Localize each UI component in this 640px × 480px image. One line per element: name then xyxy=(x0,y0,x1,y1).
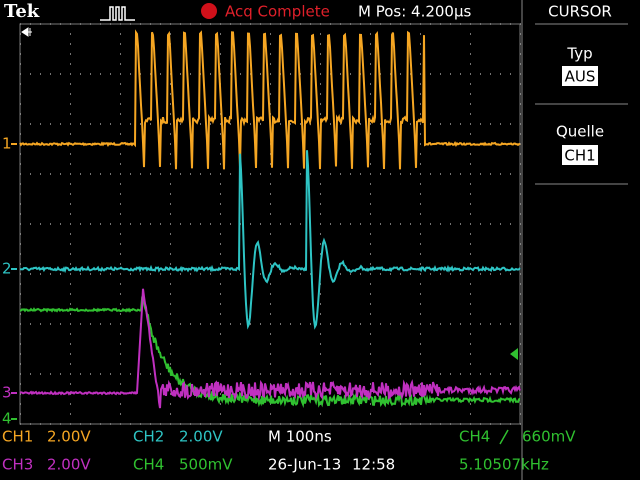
graticule xyxy=(20,23,521,425)
grid-dots xyxy=(20,23,521,425)
frequency: 5.10507kHz xyxy=(459,456,549,474)
channel-marker: 4 xyxy=(2,410,12,428)
channel-scale: 2.00V xyxy=(47,428,91,446)
brand: Tek xyxy=(4,1,40,22)
trigger-source: CH4 xyxy=(459,428,490,446)
trigger-level-marker xyxy=(510,348,518,360)
channel-name: CH4 xyxy=(133,456,164,474)
timebase: M 100ns xyxy=(268,428,332,446)
menu-label: Typ xyxy=(566,45,592,63)
menu-title: CURSOR xyxy=(548,3,612,21)
waveform xyxy=(19,150,521,330)
waveforms xyxy=(19,29,521,409)
channel-name: CH3 xyxy=(2,456,33,474)
trigger-position-marker xyxy=(21,27,32,37)
horizontal-position: M Pos: 4.200µs xyxy=(358,3,472,21)
channel-name: CH1 xyxy=(2,428,33,446)
menu-label: Quelle xyxy=(556,123,604,141)
date: 26-Jun-13 xyxy=(268,456,341,474)
time: 12:58 xyxy=(352,456,395,474)
acq-status: Acq Complete xyxy=(225,3,330,21)
channel-scale: 2.00V xyxy=(47,456,91,474)
channel-name: CH2 xyxy=(133,428,164,446)
menu-value[interactable]: CH1 xyxy=(564,147,595,165)
trigger-slope-icon xyxy=(499,429,509,445)
acq-indicator xyxy=(201,3,217,19)
menu-value-box xyxy=(562,145,598,165)
channel-scale: 500mV xyxy=(179,456,233,474)
channel-marker: 3 xyxy=(2,384,12,402)
waveform xyxy=(19,288,521,409)
channel-marker: 1 xyxy=(2,135,12,153)
channel-scale: 2.00V xyxy=(179,428,223,446)
trigger-level: 660mV xyxy=(522,428,576,446)
waveform xyxy=(19,296,521,409)
menu-value-box xyxy=(562,66,598,86)
channel-marker: 2 xyxy=(2,260,12,278)
waveform xyxy=(19,29,521,170)
menu-value[interactable]: AUS xyxy=(565,68,596,86)
acq-icon xyxy=(100,6,135,21)
